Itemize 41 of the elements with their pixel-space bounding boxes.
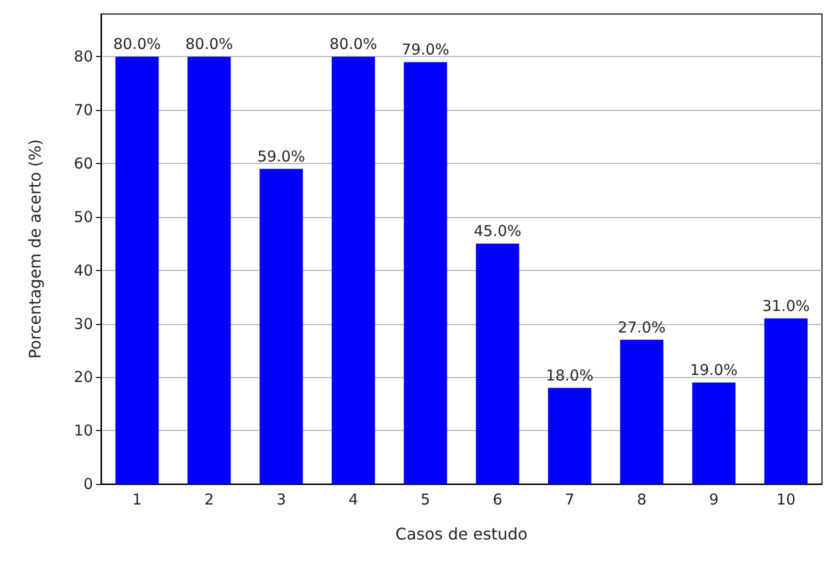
bar — [115, 56, 159, 484]
data-label: 80.0% — [330, 35, 378, 54]
y-tick-label: 10 — [74, 422, 93, 440]
x-tick-label: 3 — [276, 490, 286, 508]
y-tick-label: 50 — [74, 208, 93, 226]
x-tick-label: 7 — [564, 490, 574, 508]
bar — [764, 318, 808, 484]
bar — [692, 382, 736, 484]
x-tick-label: 5 — [420, 490, 430, 508]
y-tick-label: 20 — [74, 368, 93, 386]
data-label: 18.0% — [546, 366, 594, 384]
data-label: 27.0% — [618, 318, 666, 336]
x-tick-label: 6 — [492, 490, 502, 508]
data-label: 80.0% — [185, 35, 233, 54]
x-tick-label: 9 — [709, 490, 719, 508]
y-tick-label: 40 — [74, 261, 93, 280]
x-axis-title: Casos de estudo — [395, 524, 528, 544]
y-tick-label: 70 — [74, 101, 93, 120]
data-label: 59.0% — [257, 147, 306, 166]
bar — [476, 244, 520, 484]
x-tick-label: 2 — [204, 490, 214, 508]
x-tick-label: 1 — [132, 490, 142, 508]
data-label: 80.0% — [113, 35, 161, 54]
x-tick-label: 8 — [636, 490, 647, 508]
y-tick-label: 0 — [83, 475, 93, 493]
x-tick-label: 10 — [776, 490, 796, 508]
data-label: 31.0% — [762, 296, 810, 315]
data-label: 79.0% — [402, 40, 450, 59]
bar — [548, 388, 592, 484]
bar — [260, 168, 303, 484]
bar — [620, 340, 664, 484]
y-tick-label: 30 — [74, 314, 93, 333]
x-tick-label: 4 — [348, 490, 358, 508]
data-label: 45.0% — [474, 222, 522, 240]
bar — [404, 62, 448, 484]
bar — [188, 56, 231, 484]
bar — [332, 56, 375, 484]
y-axis-title: Porcentagem de acerto (%) — [26, 139, 44, 359]
data-label: 19.0% — [690, 361, 738, 380]
y-tick-label: 60 — [74, 154, 93, 173]
y-tick-label: 80 — [74, 48, 93, 66]
